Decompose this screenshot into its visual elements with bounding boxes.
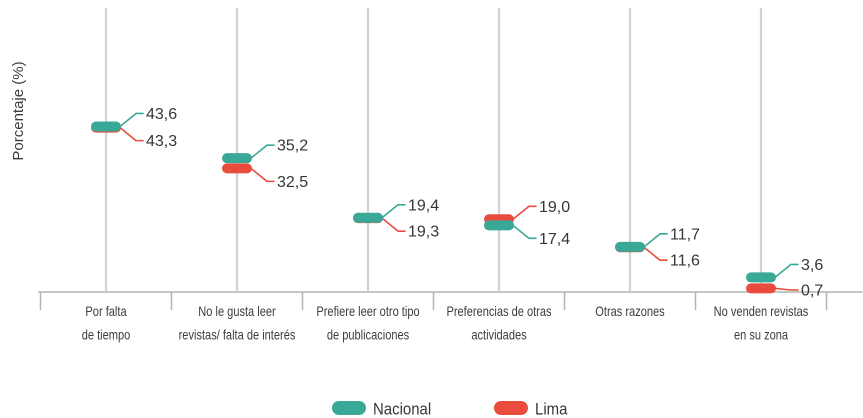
category-label-line: de tiempo [82, 327, 131, 342]
category-label-line: Preferencias de otras [446, 304, 551, 319]
leader-lines [119, 112, 799, 291]
category-label: Prefiere leer otro tipo de publicaciones [316, 304, 419, 343]
marker-nacional [484, 220, 514, 231]
leader-line-nacional [512, 224, 537, 240]
category-label: No venden revistas en su zona [714, 304, 809, 343]
data-label-nacional: 19,4 [408, 197, 439, 214]
category-label-line: Por falta [85, 304, 126, 319]
category-labels: Por falta de tiempo No le gusta leer revist… [82, 304, 809, 343]
leader-line-lima [250, 167, 275, 183]
category-label: Preferencias de otras actividades [446, 304, 551, 343]
marker-nacional [615, 241, 645, 252]
legend-label-nacional: Nacional [373, 401, 431, 418]
category-label-line: No venden revistas [714, 304, 809, 319]
leader-line-lima [381, 217, 406, 232]
data-label-nacional: 3,6 [801, 257, 823, 274]
leader-line-nacional [250, 144, 275, 159]
data-label-lima: 43,3 [146, 133, 177, 150]
marker-nacional [222, 153, 252, 164]
data-label-nacional: 35,2 [277, 138, 308, 155]
leader-line-lima [774, 287, 799, 291]
leader-line-lima [119, 126, 144, 142]
series-markers [91, 121, 776, 294]
leader-line-nacional [643, 233, 668, 248]
marker-nacional [91, 121, 121, 132]
marker-nacional [353, 212, 383, 223]
data-label-lima: 11,6 [670, 253, 700, 270]
category-label: Otras razones [595, 304, 664, 319]
leader-line-lima [643, 246, 668, 262]
x-axis-ticks [39, 292, 828, 310]
category-label-line: en su zona [734, 327, 788, 342]
leader-line-nacional [381, 203, 406, 219]
data-label-nacional: 11,7 [670, 226, 700, 243]
data-label-lima: 19,0 [539, 199, 570, 216]
leader-line-lima [512, 205, 537, 221]
data-label-lima: 32,5 [277, 174, 308, 191]
marker-lima [746, 283, 776, 294]
data-label-lima: 0,7 [801, 283, 823, 300]
category-label-line: Prefiere leer otro tipo [316, 304, 419, 319]
data-label-lima: 19,3 [408, 224, 439, 241]
data-label-nacional: 43,6 [146, 106, 177, 123]
legend-item-lima: Lima [494, 401, 567, 418]
y-axis-label: Porcentaje (%) [10, 61, 27, 160]
category-label: No le gusta leer revistas/ falta de inter… [179, 304, 296, 343]
data-label-nacional: 17,4 [539, 231, 570, 248]
legend-swatch-nacional [332, 401, 366, 415]
legend-item-nacional: Nacional [332, 401, 431, 418]
legend-label-lima: Lima [535, 401, 567, 418]
category-label: Por falta de tiempo [82, 304, 131, 343]
category-label-line: revistas/ falta de interés [179, 327, 296, 342]
marker-nacional [746, 272, 776, 283]
category-label-line: Otras razones [595, 304, 664, 319]
category-gridlines [104, 8, 763, 291]
category-label-line: de publicaciones [327, 327, 409, 342]
category-label-line: actividades [471, 327, 526, 342]
leader-line-nacional [119, 112, 144, 128]
legend-swatch-lima [494, 401, 528, 415]
category-label-line: No le gusta leer [198, 304, 275, 319]
leader-line-nacional [774, 263, 799, 279]
legend: Nacional Lima [332, 401, 567, 418]
data-labels: 43,6 43,3 35,2 32,5 19,4 19,3 17,4 19,0 11,7 11,6… [146, 106, 823, 300]
marker-lima [222, 163, 252, 174]
